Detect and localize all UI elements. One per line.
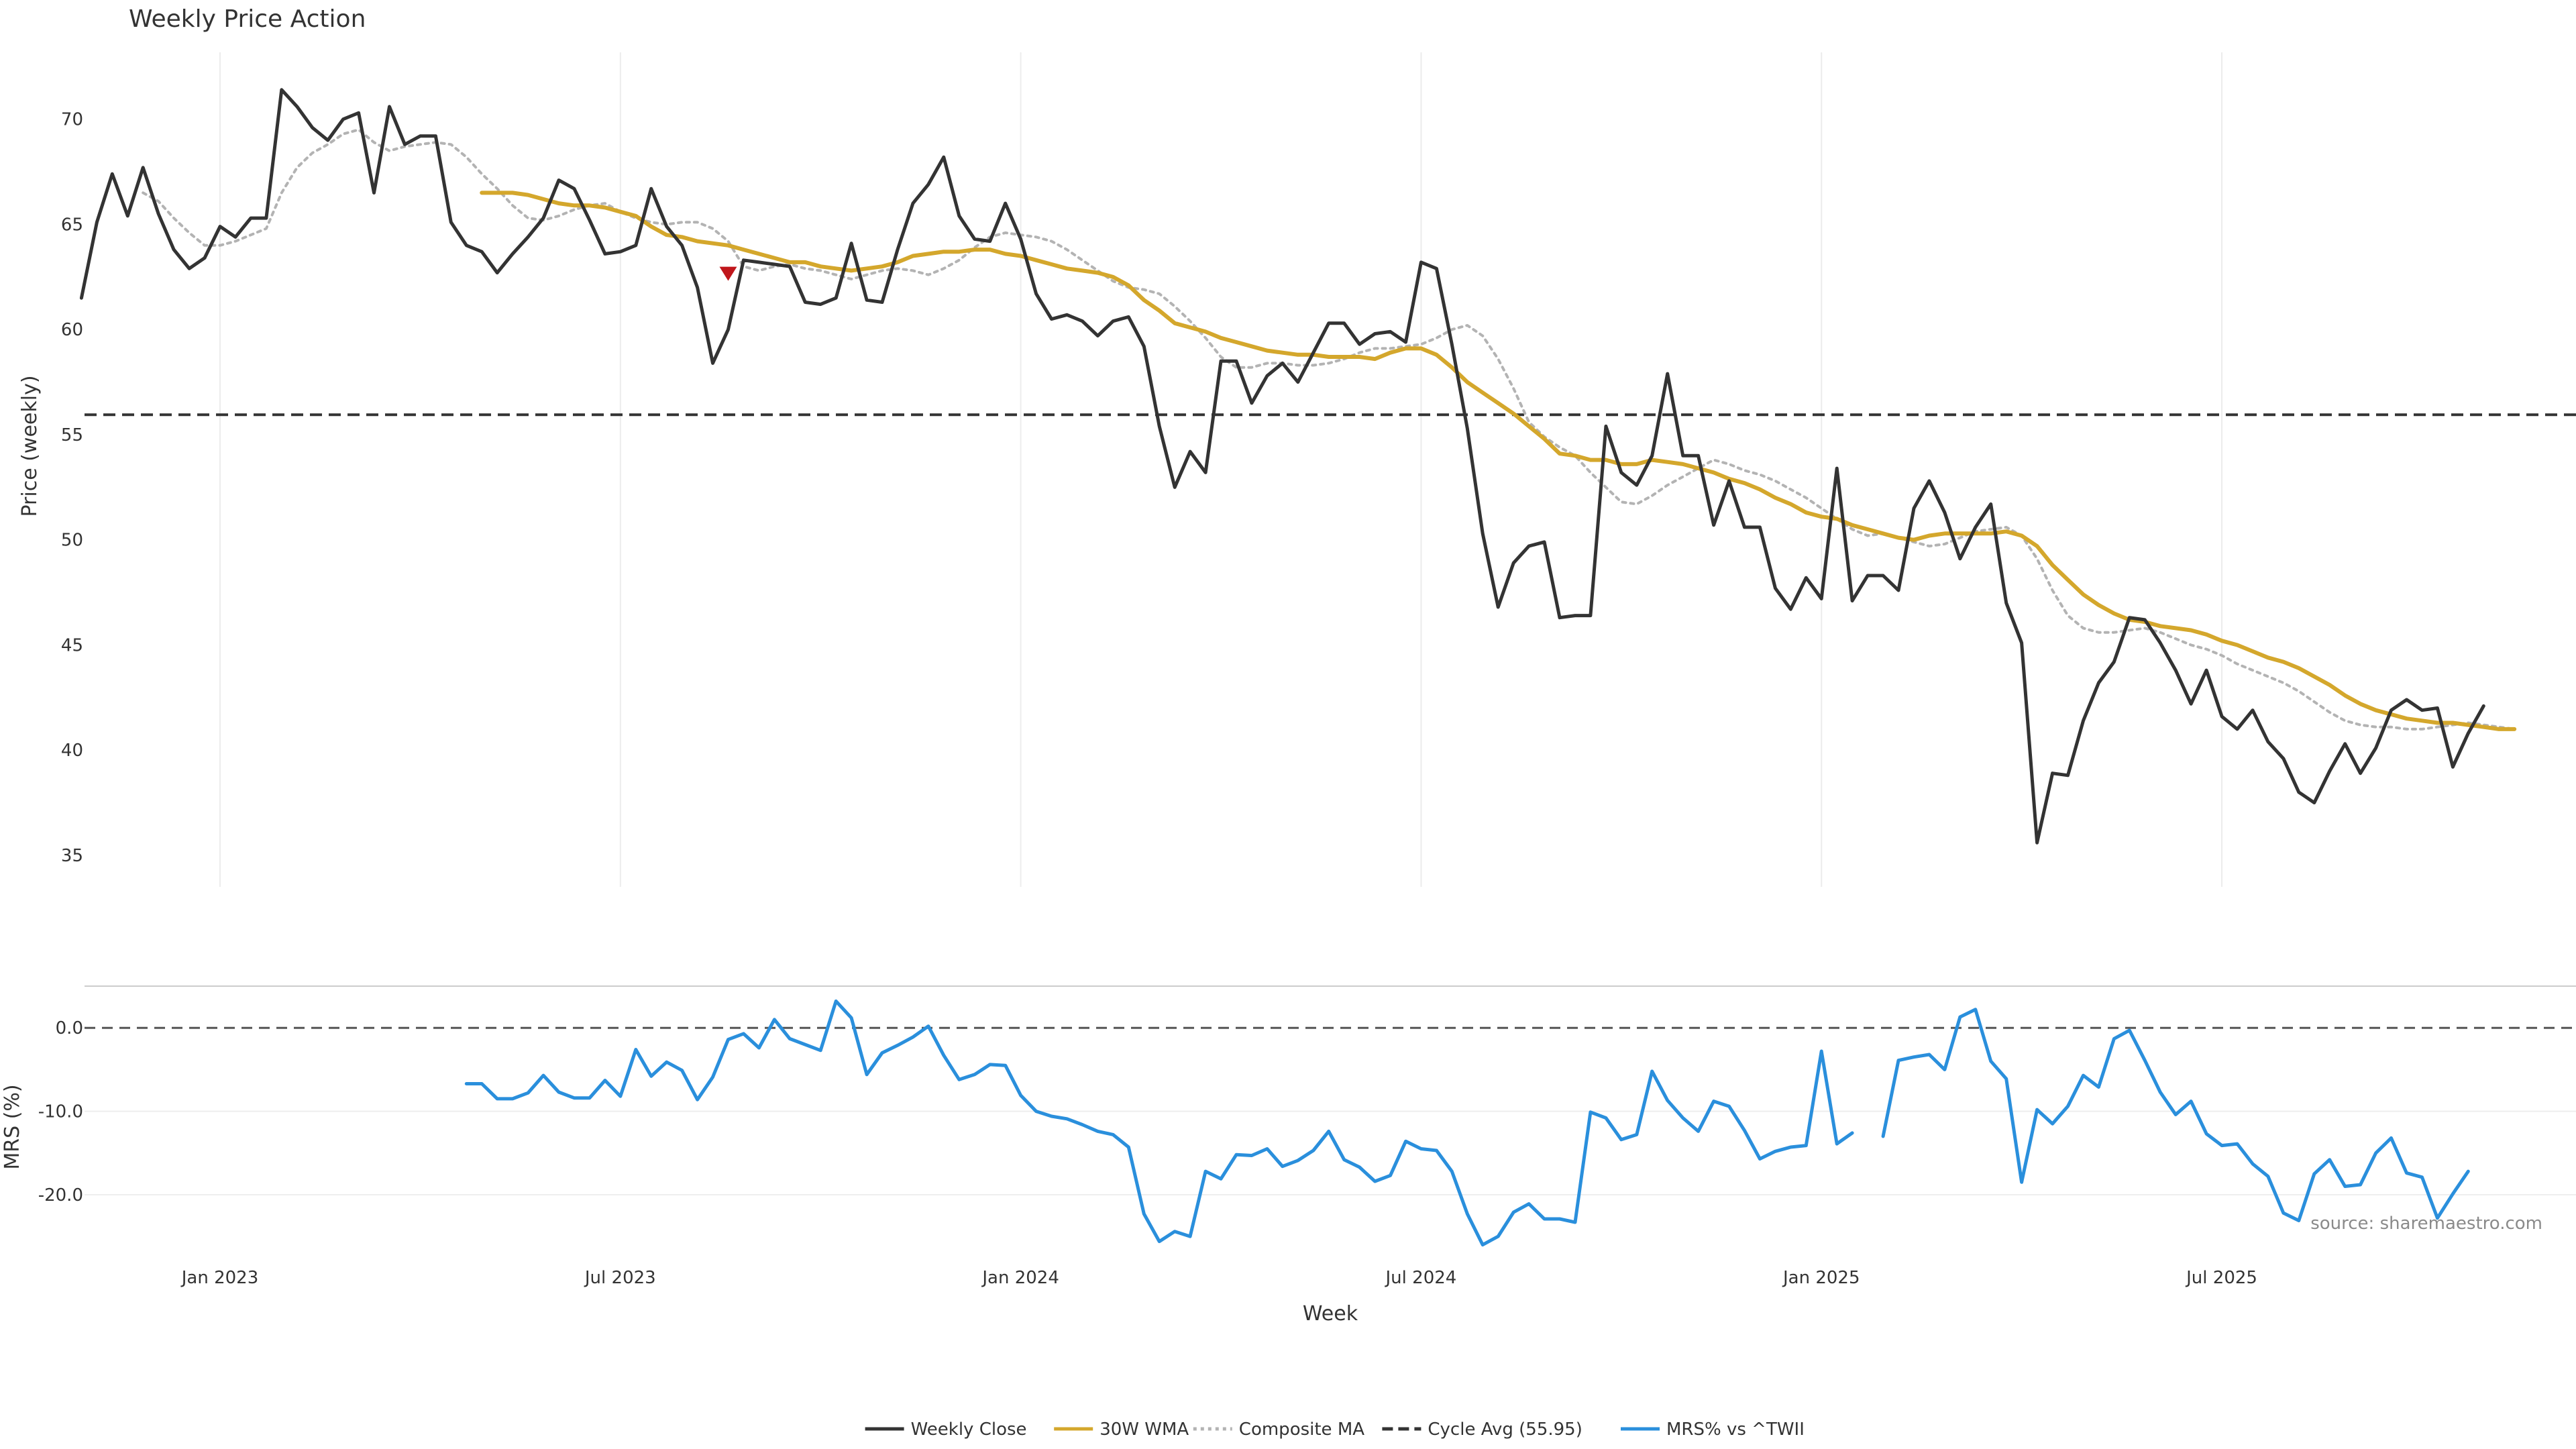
mrs-y-tick-label: -10.0 xyxy=(38,1102,83,1122)
legend-item-weekly-close: Weekly Close xyxy=(865,1419,1027,1440)
weekly-close-line xyxy=(79,88,2485,845)
price-y-axis-label: Price (weekly) xyxy=(18,375,42,517)
price-y-tick-label: 55 xyxy=(61,425,83,445)
x-tick-label: Jul 2023 xyxy=(584,1268,656,1288)
x-tick-label: Jan 2025 xyxy=(1782,1268,1860,1288)
x-axis-label: Week xyxy=(1303,1302,1358,1326)
mrs-horizontal-grid xyxy=(85,1110,2576,1195)
mrs-y-axis-label: MRS (%) xyxy=(1,1084,24,1169)
legend-label: MRS% vs ^TWII xyxy=(1666,1419,1805,1440)
chart-title: Weekly Price Action xyxy=(129,5,366,33)
price-y-tick-label: 70 xyxy=(61,110,83,130)
price-vertical-grid xyxy=(219,52,2223,887)
source-credit: source: sharemaestro.com xyxy=(2310,1214,2542,1234)
legend-label: Cycle Avg (55.95) xyxy=(1428,1419,1582,1440)
x-tick-label: Jan 2024 xyxy=(981,1268,1059,1288)
x-tick-label: Jul 2025 xyxy=(2185,1268,2257,1288)
legend-label: 30W WMA xyxy=(1099,1419,1189,1440)
price-y-ticks: 35 40 45 50 55 60 65 70 xyxy=(61,110,83,866)
sell-signal-marker xyxy=(719,266,737,281)
mrs-y-tick-label: 0.0 xyxy=(56,1018,83,1038)
mrs-line xyxy=(464,999,2470,1247)
mrs-series-group xyxy=(464,999,2470,1247)
price-series-group xyxy=(79,88,2517,845)
legend-item-mrs-vs-twii: MRS% vs ^TWII xyxy=(1621,1419,1805,1440)
legend-label: Weekly Close xyxy=(911,1419,1027,1440)
legend-item-30w-wma: 30W WMA xyxy=(1054,1419,1189,1440)
mrs-y-tick-label: -20.0 xyxy=(38,1185,83,1205)
x-tick-labels: Jan 2023 Jul 2023 Jan 2024 Jul 2024 Jan 2025… xyxy=(180,1268,2257,1288)
legend-item-cycle-avg-55-95: Cycle Avg (55.95) xyxy=(1382,1419,1582,1440)
price-y-tick-label: 35 xyxy=(61,846,83,866)
price-y-tick-label: 40 xyxy=(61,741,83,761)
30w-wma-line xyxy=(480,191,2517,731)
price-y-tick-label: 50 xyxy=(61,531,83,551)
mrs-y-ticks: 0.0 -10.0 -20.0 xyxy=(38,1018,83,1205)
x-tick-label: Jul 2024 xyxy=(1385,1268,1457,1288)
chart-legend: Weekly Close 30W WMA Composite MA Cycle Avg… xyxy=(865,1419,1805,1440)
legend-item-composite-ma: Composite MA xyxy=(1193,1419,1364,1440)
legend-label: Composite MA xyxy=(1239,1419,1364,1440)
price-y-tick-label: 45 xyxy=(61,635,83,655)
price-y-tick-label: 60 xyxy=(61,320,83,340)
composite-ma-line xyxy=(142,128,2516,731)
x-tick-label: Jan 2023 xyxy=(180,1268,259,1288)
price-y-tick-label: 65 xyxy=(61,215,83,235)
